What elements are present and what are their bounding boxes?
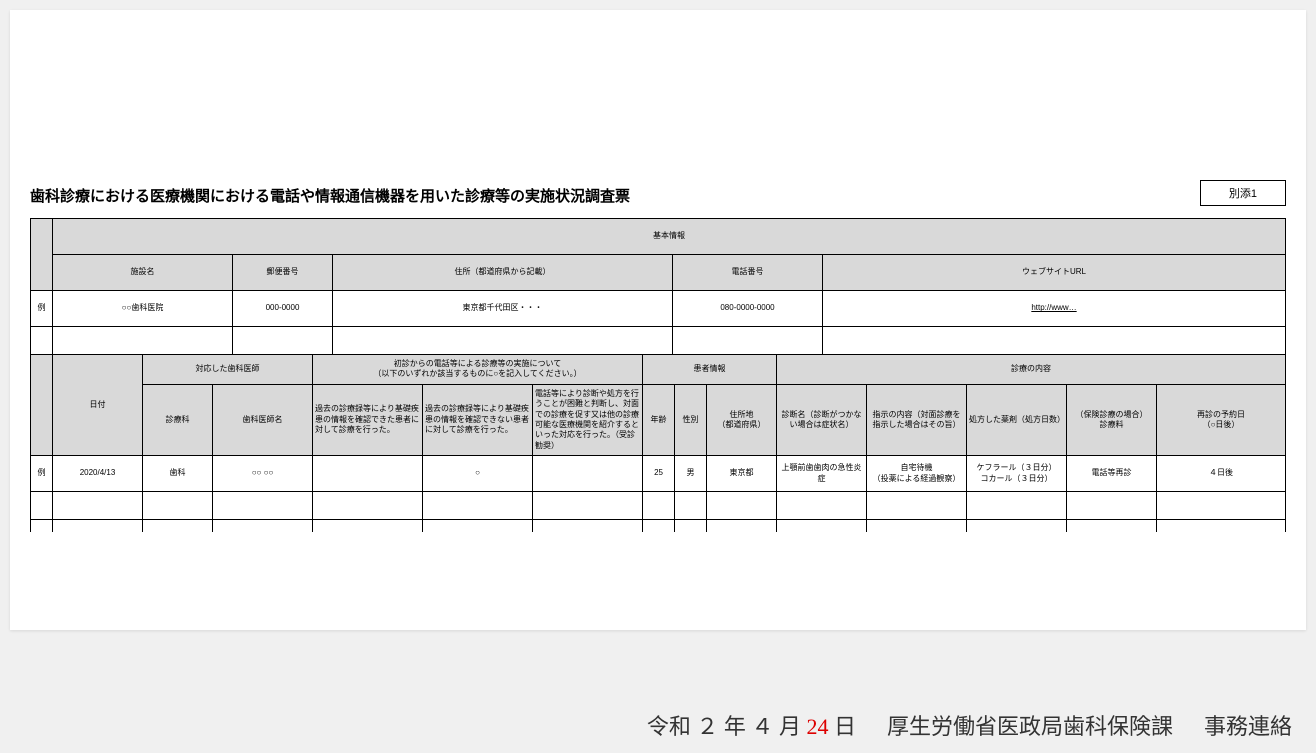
page-title: 歯科診療における医療機関における電話や情報通信機器を用いた診療等の実施状況調査票 bbox=[30, 185, 630, 206]
col-init3: 電話等により診断や処方を行うことが困難と判断し、対面での診療を促す又は他の診療可… bbox=[533, 384, 643, 455]
footer-line: 令和 ２ 年 ４ 月 24 日 厚生労働省医政局歯科保険課 事務連絡 bbox=[647, 709, 1292, 741]
footer-day-lbl: 日 bbox=[834, 714, 856, 739]
footer-era: 令和 bbox=[647, 714, 691, 739]
basic-row-head-blank bbox=[31, 219, 53, 291]
col-url: ウェブサイトURL bbox=[823, 255, 1286, 291]
ex-diagnosis: 上顎前歯歯肉の急性炎症 bbox=[777, 456, 867, 492]
ex-phone: 080-0000-0000 bbox=[673, 291, 823, 327]
col-diagnosis: 診断名（診断がつかない場合は症状名） bbox=[777, 384, 867, 455]
annex-label: 別添1 bbox=[1200, 180, 1286, 206]
ex-instruction: 自宅待機（投薬による経過観察） bbox=[867, 456, 967, 492]
group-content: 診療の内容 bbox=[777, 355, 1286, 385]
ex-init1 bbox=[313, 456, 423, 492]
ex-prescription: ケフラール（３日分）コカール（３日分） bbox=[967, 456, 1067, 492]
ex-age: 25 bbox=[643, 456, 675, 492]
basic-empty-rowhead bbox=[31, 327, 53, 355]
group-patient: 患者情報 bbox=[643, 355, 777, 385]
basic-empty-facility bbox=[53, 327, 233, 355]
col-prescription: 処方した薬剤（処方日数） bbox=[967, 384, 1067, 455]
document-page: 歯科診療における医療機関における電話や情報通信機器を用いた診療等の実施状況調査票… bbox=[10, 10, 1306, 630]
col-doctor-name: 歯科医師名 bbox=[213, 384, 313, 455]
detail-empty-row-1 bbox=[31, 492, 1286, 520]
basic-empty-address bbox=[333, 327, 673, 355]
ex-doctor-name: ○○ ○○ bbox=[213, 456, 313, 492]
col-address: 住所（都道府県から記載） bbox=[333, 255, 673, 291]
detail-table: 日付 対応した歯科医師 初診からの電話等による診療等の実施について（以下のいずれ… bbox=[30, 354, 1286, 532]
footer-year: ２ bbox=[696, 714, 718, 739]
basic-group-header: 基本情報 bbox=[53, 219, 1286, 255]
footer-month-lbl: 月 bbox=[779, 714, 801, 739]
col-facility: 施設名 bbox=[53, 255, 233, 291]
ex-insurance: 電話等再診 bbox=[1067, 456, 1157, 492]
ex-url: http://www… bbox=[823, 291, 1286, 327]
col-init2: 過去の診療録等により基礎疾患の情報を確認できない患者に対して診療を行った。 bbox=[423, 384, 533, 455]
basic-empty-phone bbox=[673, 327, 823, 355]
col-instruction: 指示の内容（対面診療を指示した場合はその旨） bbox=[867, 384, 967, 455]
col-residence: 住所地（都道府県） bbox=[707, 384, 777, 455]
col-age: 年齢 bbox=[643, 384, 675, 455]
basic-empty-url bbox=[823, 327, 1286, 355]
ex-postal: 000-0000 bbox=[233, 291, 333, 327]
col-date: 日付 bbox=[53, 355, 143, 456]
col-sex: 性別 bbox=[675, 384, 707, 455]
detail-row-head-blank bbox=[31, 355, 53, 456]
ex-init2: ○ bbox=[423, 456, 533, 492]
ex-revisit: ４日後 bbox=[1157, 456, 1286, 492]
detail-row-label-example: 例 bbox=[31, 456, 53, 492]
col-insurance: （保険診療の場合）診療料 bbox=[1067, 384, 1157, 455]
group-initial: 初診からの電話等による診療等の実施について（以下のいずれか該当するものに○を記入… bbox=[313, 355, 643, 385]
footer-note: 事務連絡 bbox=[1204, 714, 1292, 739]
ex-date: 2020/4/13 bbox=[53, 456, 143, 492]
ex-department: 歯科 bbox=[143, 456, 213, 492]
footer-year-lbl: 年 bbox=[724, 714, 746, 739]
basic-empty-postal bbox=[233, 327, 333, 355]
col-phone: 電話番号 bbox=[673, 255, 823, 291]
row-label-example: 例 bbox=[31, 291, 53, 327]
ex-sex: 男 bbox=[675, 456, 707, 492]
basic-info-table: 基本情報 施設名 郵便番号 住所（都道府県から記載） 電話番号 ウェブサイトUR… bbox=[30, 218, 1286, 355]
footer-month: ４ bbox=[751, 714, 773, 739]
footer-day: 24 bbox=[806, 714, 828, 739]
col-postal: 郵便番号 bbox=[233, 255, 333, 291]
ex-residence: 東京都 bbox=[707, 456, 777, 492]
ex-address: 東京都千代田区・・・ bbox=[333, 291, 673, 327]
col-department: 診療科 bbox=[143, 384, 213, 455]
ex-init3 bbox=[533, 456, 643, 492]
footer-org: 厚生労働省医政局歯科保険課 bbox=[887, 714, 1173, 739]
ex-facility: ○○歯科医院 bbox=[53, 291, 233, 327]
col-revisit: 再診の予約日（○日後） bbox=[1157, 384, 1286, 455]
group-dentist: 対応した歯科医師 bbox=[143, 355, 313, 385]
col-init1: 過去の診療録等により基礎疾患の情報を確認できた患者に対して診療を行った。 bbox=[313, 384, 423, 455]
header-row: 歯科診療における医療機関における電話や情報通信機器を用いた診療等の実施状況調査票… bbox=[30, 180, 1286, 206]
detail-partial-row bbox=[31, 520, 1286, 532]
